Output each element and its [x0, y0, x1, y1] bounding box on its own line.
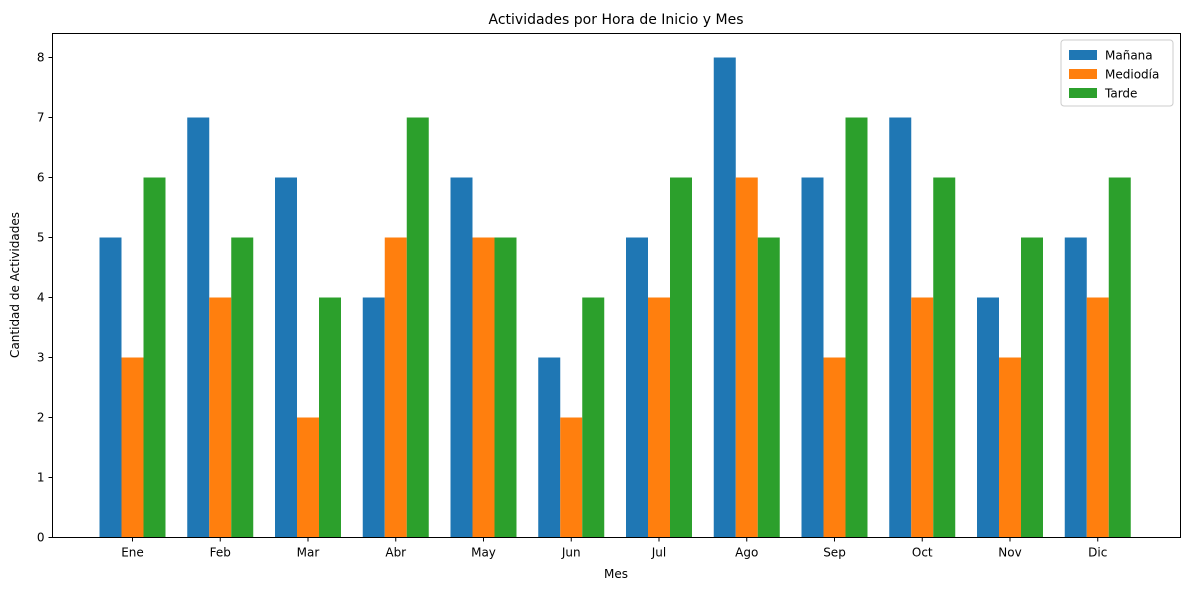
bar-mediodía-dic — [1086, 297, 1109, 538]
chart-title: Actividades por Hora de Inicio y Mes — [489, 12, 744, 28]
bar-mediodía-abr — [384, 237, 407, 538]
bar-tarde-abr — [406, 117, 429, 538]
bar-tarde-mar — [319, 297, 341, 538]
x-axis-label: Mes — [604, 567, 628, 581]
bar-mediodía-feb — [209, 297, 232, 538]
bar-tarde-nov — [1021, 237, 1043, 538]
bar-mañana-dic — [1064, 237, 1087, 538]
x-tick-label: Mar — [297, 546, 320, 560]
legend-swatch-mediodía — [1069, 69, 1097, 79]
y-tick-label: 2 — [37, 411, 45, 425]
bar-mañana-feb — [187, 117, 210, 538]
bar-mañana-may — [450, 177, 473, 538]
x-tick-label: Sep — [823, 546, 846, 560]
legend-swatch-tarde — [1069, 88, 1097, 98]
legend-label-mediodía: Mediodía — [1105, 68, 1159, 82]
bar-tarde-ene — [143, 177, 166, 538]
bar-mediodía-jul — [648, 297, 670, 538]
y-tick-label: 0 — [37, 531, 45, 545]
bar-mediodía-oct — [911, 297, 934, 538]
x-tick-label: Abr — [385, 546, 406, 560]
bar-mediodía-mar — [297, 417, 319, 538]
bar-tarde-sep — [845, 117, 868, 538]
plot-area — [99, 57, 1131, 538]
plot-frame — [52, 33, 1181, 538]
x-tick-label: Ago — [735, 546, 758, 560]
bar-tarde-dic — [1108, 177, 1131, 538]
bar-mañana-sep — [801, 177, 824, 538]
bar-mañana-jun — [538, 357, 561, 538]
x-tick-label: Feb — [210, 546, 231, 560]
bar-tarde-jul — [670, 177, 692, 538]
y-tick-label: 5 — [37, 231, 45, 245]
y-tick-label: 6 — [37, 171, 45, 185]
y-tick-label: 8 — [37, 51, 45, 65]
x-tick-label: Jun — [561, 546, 581, 560]
bar-mañana-ago — [713, 57, 736, 538]
y-tick-label: 7 — [37, 111, 45, 125]
legend-label-mañana: Mañana — [1105, 49, 1153, 63]
x-axis: Ene Feb Mar Abr May Jun Jul Ago Sep Oct Nov Dic — [121, 537, 1107, 560]
bar-tarde-jun — [582, 297, 605, 538]
bar-mediodía-ene — [121, 357, 144, 538]
bar-mañana-ene — [99, 237, 122, 538]
bar-mediodía-ago — [735, 177, 758, 538]
bar-mañana-mar — [275, 177, 297, 538]
x-tick-label: Dic — [1088, 546, 1107, 560]
y-tick-label: 3 — [37, 351, 45, 365]
x-tick-label: May — [471, 546, 496, 560]
bar-mediodía-sep — [823, 357, 846, 538]
bar-mañana-nov — [977, 297, 999, 538]
legend: Mañana Mediodía Tarde — [1060, 39, 1174, 107]
bar-mediodía-nov — [999, 357, 1021, 538]
bar-tarde-oct — [933, 177, 956, 538]
bar-mañana-jul — [626, 237, 648, 538]
bar-tarde-may — [494, 237, 517, 538]
bar-tarde-ago — [757, 237, 780, 538]
bar-mediodía-jun — [560, 417, 583, 538]
x-tick-label: Ene — [121, 546, 144, 560]
legend-label-tarde: Tarde — [1104, 87, 1137, 101]
x-tick-label: Oct — [912, 546, 933, 560]
y-axis-label: Cantidad de Actividades — [8, 212, 22, 358]
bar-tarde-feb — [231, 237, 254, 538]
y-axis: 0 1 2 3 4 5 6 7 8 — [37, 51, 53, 545]
x-tick-label: Jul — [651, 546, 666, 560]
legend-swatch-mañana — [1069, 50, 1097, 60]
x-tick-label: Nov — [998, 546, 1021, 560]
y-tick-label: 4 — [37, 291, 45, 305]
bar-mañana-abr — [362, 297, 385, 538]
bar-mediodía-may — [472, 237, 495, 538]
y-tick-label: 1 — [37, 471, 45, 485]
bar-mañana-oct — [889, 117, 912, 538]
